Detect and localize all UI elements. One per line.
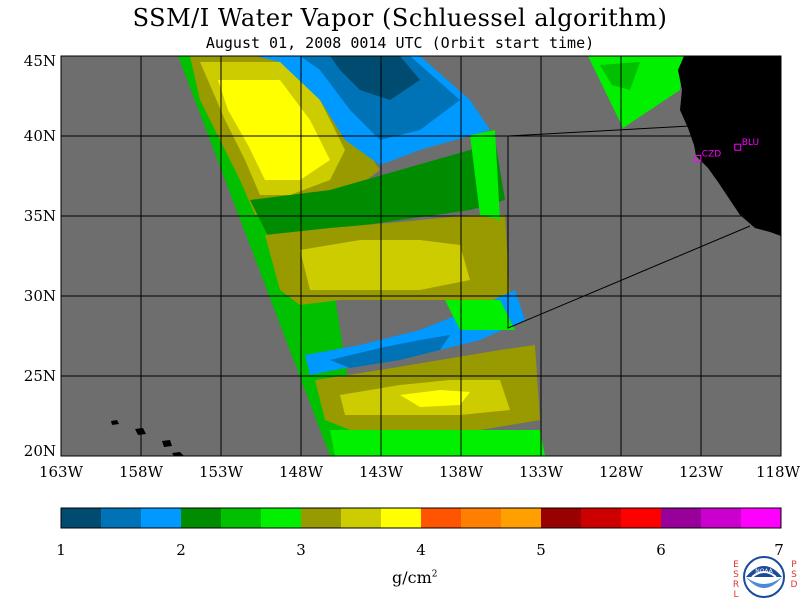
unit-text: g/cm (392, 568, 432, 587)
lon-label: 158W (119, 463, 164, 481)
map-frame (60, 55, 782, 457)
lat-label: 20N (24, 442, 56, 460)
logo-letter: P (791, 560, 797, 570)
logo-letter: S (733, 570, 739, 580)
noaa-logo: NOAA (743, 556, 785, 598)
colorbar-swatch (341, 508, 382, 528)
satellite-swath-secondary (588, 56, 684, 128)
colorbar-swatch (501, 508, 542, 528)
colorbar-swatch (141, 508, 182, 528)
map-title: SSM/I Water Vapor (Schluessel algorithm) (132, 4, 668, 32)
colorbar-swatch (741, 508, 782, 528)
colorbar-tick-label: 5 (536, 541, 546, 559)
colorbar-unit: g/cm2 (392, 568, 438, 587)
colorbar-swatch (421, 508, 462, 528)
colorbar-ticks: 1 2 3 4 5 6 7 (56, 541, 784, 559)
lon-label: 153W (199, 463, 244, 481)
colorbar-swatch (581, 508, 622, 528)
colorbar-swatch (101, 508, 142, 528)
colorbar (60, 507, 782, 529)
colorbar-tick-label: 4 (416, 541, 426, 559)
colorbar-tick-label: 2 (176, 541, 186, 559)
unit-exponent: 2 (431, 569, 438, 580)
map-subtitle: August 01, 2008 0014 UTC (Orbit start ti… (205, 34, 595, 52)
latitude-axis: 45N 40N 35N 30N 25N 20N (24, 52, 56, 460)
lon-label: 148W (279, 463, 324, 481)
colorbar-swatch (541, 508, 582, 528)
lat-label: 45N (24, 52, 56, 70)
colorbar-tick-label: 3 (296, 541, 306, 559)
logo-letter: S (791, 570, 797, 580)
noaa-logo-text: NOAA (755, 568, 773, 575)
lon-label: 163W (39, 463, 84, 481)
swath-boundary (507, 125, 751, 329)
esrl-letters: E S R L (732, 560, 740, 600)
lon-label: 143W (359, 463, 404, 481)
lat-label: 25N (24, 367, 56, 385)
lon-label: 118W (756, 463, 800, 481)
colorbar-frame (60, 507, 782, 529)
colorbar-swatch (181, 508, 222, 528)
lon-label: 128W (599, 463, 644, 481)
colorbar-tick-label: 1 (56, 541, 66, 559)
longitude-axis: 163W 158W 153W 148W 143W 138W 133W 128W … (39, 463, 800, 481)
colorbar-swatch (261, 508, 302, 528)
stations-layer: BLU CZD (694, 138, 759, 162)
lat-label: 35N (24, 207, 56, 225)
logo-letter: E (733, 560, 739, 570)
lat-label: 40N (24, 127, 56, 145)
colorbar-tick-label: 7 (774, 541, 784, 559)
logo-letter: L (733, 590, 739, 600)
lon-label: 138W (439, 463, 484, 481)
satellite-swath-main (178, 56, 545, 456)
station-marker (734, 143, 742, 151)
map-grid (61, 56, 781, 456)
colorbar-tick-label: 6 (656, 541, 666, 559)
station-label: BLU (742, 138, 759, 148)
colorbar-swatch (381, 508, 422, 528)
logo-letter: R (732, 580, 740, 590)
psd-letters: P S D (790, 560, 798, 590)
lon-label: 133W (519, 463, 564, 481)
lat-label: 30N (24, 287, 56, 305)
colorbar-swatch (621, 508, 662, 528)
lon-label: 123W (679, 463, 724, 481)
logo-letter: D (790, 580, 798, 590)
colorbar-swatch (301, 508, 342, 528)
colorbar-swatch (661, 508, 702, 528)
station-label: CZD (702, 149, 721, 159)
colorbar-swatch (701, 508, 742, 528)
colorbar-swatch (221, 508, 262, 528)
colorbar-swatch (61, 508, 102, 528)
station-marker (694, 154, 702, 162)
colorbar-swatch (461, 508, 502, 528)
